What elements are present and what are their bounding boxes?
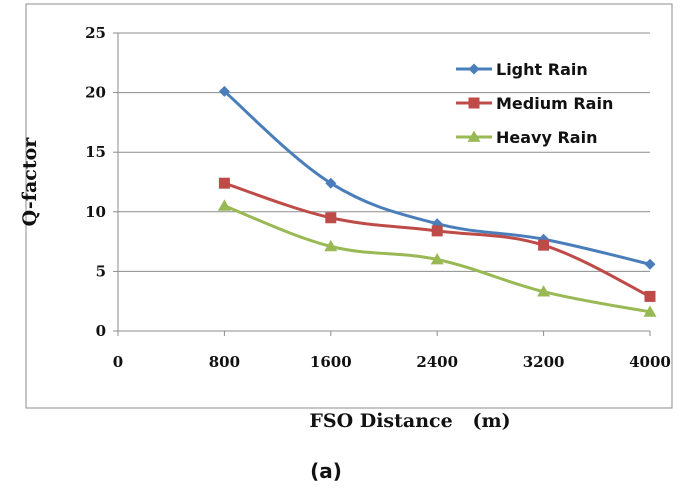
data-point-heavy-rain-800 [217, 199, 231, 211]
data-point-medium-rain-2400 [431, 225, 443, 237]
legend-label-medium-rain: Medium Rain [496, 94, 613, 113]
data-point-light-rain-1600 [325, 177, 337, 189]
data-point-medium-rain-3200 [538, 239, 550, 251]
x-tick-label-2400: 2400 [416, 353, 458, 371]
x-tick-label-0: 0 [113, 353, 123, 371]
data-point-medium-rain-800 [218, 177, 230, 189]
series-layer [217, 85, 657, 317]
legend-label-light-rain: Light Rain [496, 60, 588, 79]
legend-item-medium-rain: Medium Rain [456, 94, 613, 113]
x-tick-label-1600: 1600 [310, 353, 352, 371]
series-medium-rain [218, 177, 656, 302]
data-point-heavy-rain-1600 [324, 239, 338, 252]
y-tick-label-20: 20 [85, 84, 106, 102]
legend-item-heavy-rain: Heavy Rain [456, 128, 597, 147]
legend-marker-heavy-rain [467, 130, 481, 142]
y-tick-label-5: 5 [96, 262, 106, 280]
x-tick-label-4000: 4000 [629, 353, 671, 371]
data-point-light-rain-800 [218, 85, 230, 97]
figure-caption: (a) [310, 459, 342, 483]
y-tick-label-0: 0 [96, 322, 106, 340]
legend-marker-medium-rain [468, 97, 480, 109]
gridlines [118, 32, 650, 272]
data-point-heavy-rain-3200 [537, 285, 551, 297]
legend-label-heavy-rain: Heavy Rain [496, 128, 597, 147]
axes [113, 32, 651, 336]
legend: Light Rain Medium Rain Heavy Rain [456, 60, 613, 147]
tick-labels: 0 5 10 15 20 25 0 800 1600 2400 3200 4000 [85, 24, 671, 371]
data-point-medium-rain-1600 [325, 212, 337, 224]
x-tick-label-800: 800 [209, 353, 240, 371]
data-point-light-rain-4000 [644, 258, 656, 270]
series-heavy-rain [217, 199, 657, 317]
x-tick-label-3200: 3200 [523, 353, 565, 371]
legend-item-light-rain: Light Rain [456, 60, 588, 79]
legend-marker-light-rain [468, 63, 480, 75]
y-tick-label-15: 15 [85, 143, 106, 161]
x-axis-title: FSO Distance (m) [309, 410, 510, 432]
data-point-heavy-rain-4000 [643, 305, 657, 317]
data-point-heavy-rain-2400 [430, 252, 444, 265]
y-axis-title: Q-factor [19, 137, 41, 227]
y-tick-label-25: 25 [85, 24, 106, 42]
y-tick-label-10: 10 [85, 203, 106, 221]
chart-frame [25, 3, 673, 409]
data-point-medium-rain-4000 [644, 290, 656, 302]
